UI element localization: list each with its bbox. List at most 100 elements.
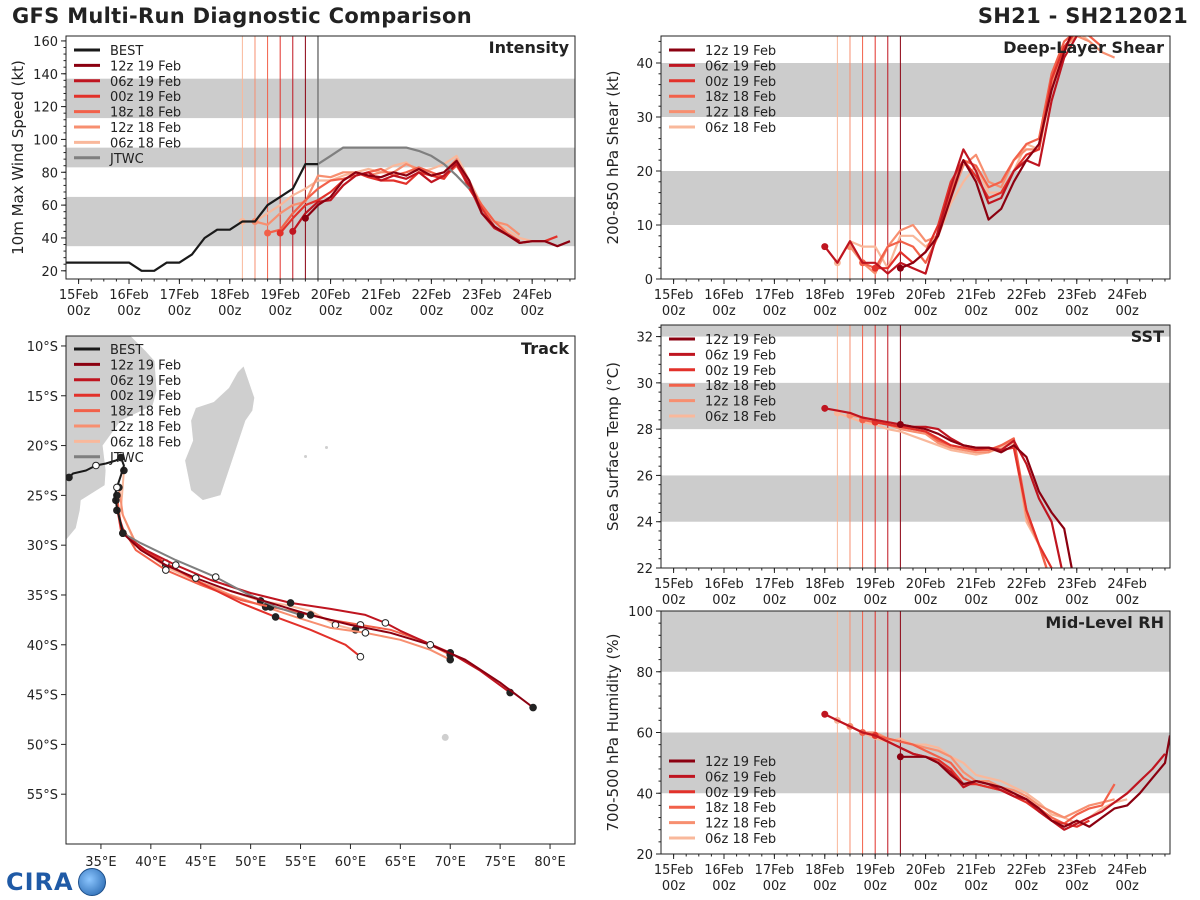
x-tick-label: 00z [914,593,938,608]
x-tick-label: 20Feb [906,577,946,592]
x-tick-label: 00z [813,879,837,894]
x-tick-label: 00z [763,879,787,894]
x-tick-label: 22Feb [1007,863,1047,878]
track-marker [361,629,370,637]
track-marker [162,566,170,574]
x-tick-label: 00z [712,304,736,319]
init-marker [289,227,297,235]
x-tick-label: 17Feb [755,288,795,303]
lat-tick-label: 40°S [27,639,58,654]
legend-label: BEST [110,343,143,358]
legend-label: 06z 19 Feb [110,75,181,90]
legend-label: 12z 18 Feb [705,395,776,410]
cira-logo: CIRA [6,868,106,896]
x-tick-label: 00z [863,593,887,608]
x-tick-label: 20Feb [311,288,351,303]
x-tick-label: 16Feb [704,288,744,303]
y-tick-label: 80 [636,666,653,681]
lon-tick-label: 35°E [85,855,116,870]
axes-frame [660,324,1171,569]
x-tick-label: 00z [662,304,686,319]
track-marker [356,652,365,661]
legend-label: 06z 18 Feb [110,136,181,151]
x-tick-label: 00z [914,304,938,319]
x-tick-label: 00z [420,304,444,319]
x-tick-label: 00z [1065,304,1089,319]
x-tick-label: 23Feb [462,288,502,303]
init-marker [301,214,309,222]
y-tick-label: 28 [636,423,653,438]
x-tick-label: 21Feb [956,577,996,592]
lon-tick-label: 65°E [385,855,416,870]
panel-title: SST [1131,327,1164,346]
legend-label: 06z 18 Feb [705,410,776,425]
track-marker [529,703,537,712]
init-marker [871,264,879,272]
x-tick-label: 22Feb [412,288,452,303]
x-tick-label: 00z [813,304,837,319]
init-marker [821,243,829,251]
x-tick-label: 23Feb [1057,863,1097,878]
lat-tick-label: 30°S [27,539,58,554]
track-marker [113,483,121,492]
x-tick-label: 18Feb [805,288,845,303]
x-tick-label: 00z [712,879,736,894]
series-line [875,421,1053,568]
panel-title: Deep-Layer Shear [1003,38,1164,57]
y-tick-label: 22 [636,562,653,577]
legend-label: 12z 19 Feb [705,333,776,348]
x-tick-label: 24Feb [1107,577,1147,592]
series-line [862,36,1103,270]
x-tick-label: 00z [67,304,91,319]
x-tick-label: 24Feb [1107,288,1147,303]
y-tick-label: 100 [628,605,653,620]
series-line [849,36,1116,275]
legend-label: 06z 18 Feb [110,435,181,450]
init-marker [896,264,904,272]
y-tick-label: 40 [636,57,653,72]
land-island [304,455,308,459]
series-line [823,36,1078,275]
y-tick-label: 20 [636,165,653,180]
land-madagascar [184,365,255,501]
y-axis-label: Sea Surface Temp (°C) [604,362,622,531]
x-tick-label: 18Feb [210,288,250,303]
track-marker [381,619,390,627]
x-tick-label: 00z [1065,879,1089,894]
y-tick-label: 60 [636,727,653,742]
panel-shear: 01020304015Feb00z16Feb00z17Feb00z18Feb00… [604,35,1171,319]
lat-tick-label: 10°S [27,340,58,355]
x-tick-label: 15Feb [654,577,694,592]
legend-label: 00z 19 Feb [110,389,181,404]
legend-label: 18z 18 Feb [110,405,181,420]
x-tick-label: 00z [168,304,192,319]
x-tick-label: 18Feb [805,577,845,592]
x-tick-label: 00z [268,304,292,319]
x-tick-label: 15Feb [654,863,694,878]
globe-icon [77,868,106,896]
lon-tick-label: 40°E [135,855,166,870]
init-marker [821,710,829,718]
shaded-band [66,78,575,119]
lon-tick-label: 75°E [485,855,516,870]
x-tick-label: 15Feb [654,288,694,303]
x-tick-label: 00z [1015,593,1039,608]
x-tick-label: 00z [1015,304,1039,319]
shaded-band [661,475,1170,522]
x-tick-label: 22Feb [1007,288,1047,303]
x-tick-label: 17Feb [160,288,200,303]
x-tick-label: 24Feb [512,288,552,303]
x-tick-label: 00z [914,879,938,894]
y-tick-label: 26 [636,469,653,484]
x-tick-label: 00z [520,304,544,319]
x-tick-label: 00z [863,304,887,319]
shaded-band [661,611,1170,672]
x-tick-label: 00z [1015,879,1039,894]
figure-title: GFS Multi-Run Diagnostic Comparison [12,4,472,28]
legend-label: JTWC [109,152,144,167]
x-tick-label: 17Feb [755,863,795,878]
series-line [66,163,318,272]
init-marker [264,229,272,237]
